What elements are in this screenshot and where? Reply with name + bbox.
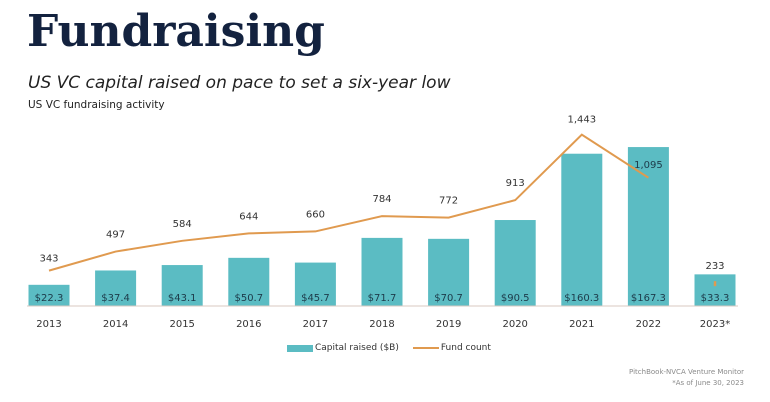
x-tick-label: 2015 — [169, 319, 194, 330]
legend-label-fund-count: Fund count — [440, 343, 491, 353]
x-tick-label: 2019 — [436, 319, 461, 330]
legend-swatch-capital — [287, 344, 313, 352]
bar-value-label: $70.7 — [434, 293, 463, 304]
x-tick-label: 2013 — [36, 319, 61, 330]
legend-swatch-fund-count — [412, 347, 439, 349]
x-tick-label: 2020 — [502, 319, 527, 330]
x-tick-label: 2022 — [636, 319, 661, 330]
bar-2021 — [561, 153, 603, 306]
x-tick-label: 2018 — [369, 319, 394, 330]
fund-count-label: 1,095 — [634, 160, 663, 171]
bar-2017 — [294, 262, 336, 306]
bar-2015 — [161, 265, 203, 306]
bar-2023 — [694, 274, 736, 306]
source-text: PitchBook-NVCA Venture Monitor — [629, 368, 744, 376]
x-tick-label: 2023* — [700, 319, 730, 330]
footnote-text: *As of June 30, 2023 — [672, 379, 744, 387]
bar-2014 — [95, 270, 137, 306]
bar-2016 — [228, 257, 270, 306]
bar-value-label: $43.1 — [168, 293, 197, 304]
fund-count-label: 772 — [439, 196, 458, 207]
fund-count-label: 644 — [239, 211, 258, 222]
fund-count-label: 660 — [306, 209, 325, 220]
fund-count-label: 343 — [39, 254, 58, 265]
bar-value-label: $45.7 — [301, 293, 330, 304]
fund-count-label: 1,443 — [567, 115, 596, 126]
legend: Capital raised ($B) Fund count — [287, 343, 491, 353]
x-tick-label: 2014 — [103, 319, 128, 330]
legend-label-capital: Capital raised ($B) — [315, 343, 399, 353]
x-tick-label: 2017 — [303, 319, 328, 330]
bar-2013 — [28, 284, 70, 306]
bar-2018 — [361, 237, 403, 306]
x-tick-label: 2021 — [569, 319, 594, 330]
chart-caption: US VC fundraising activity — [28, 99, 165, 111]
bar-2022 — [627, 147, 669, 306]
bar-value-label: $90.5 — [501, 293, 530, 304]
x-tick-label: 2016 — [236, 319, 261, 330]
fund-count-line — [48, 133, 649, 272]
fund-count-label: 913 — [506, 178, 525, 189]
fund-count-label: 784 — [372, 194, 391, 205]
fund-count-label: 233 — [705, 261, 724, 272]
source-note: PitchBook-NVCA Venture Monitor *As of Ju… — [629, 367, 744, 389]
chart-subtitle: US VC capital raised on pace to set a si… — [28, 73, 451, 93]
bar-value-label: $160.3 — [564, 293, 599, 304]
page-title: Fundraising — [27, 6, 325, 57]
bar-value-label: $71.7 — [368, 293, 397, 304]
bar-value-label: $50.7 — [234, 293, 263, 304]
bar-value-label: $33.3 — [701, 293, 730, 304]
bar-value-label: $22.3 — [35, 293, 64, 304]
bar-2019 — [428, 238, 470, 306]
fund-count-label: 584 — [173, 219, 192, 230]
bar-2020 — [494, 220, 536, 306]
fund-count-label: 497 — [106, 230, 125, 241]
bar-value-label: $37.4 — [101, 293, 130, 304]
bar-value-label: $167.3 — [631, 293, 666, 304]
